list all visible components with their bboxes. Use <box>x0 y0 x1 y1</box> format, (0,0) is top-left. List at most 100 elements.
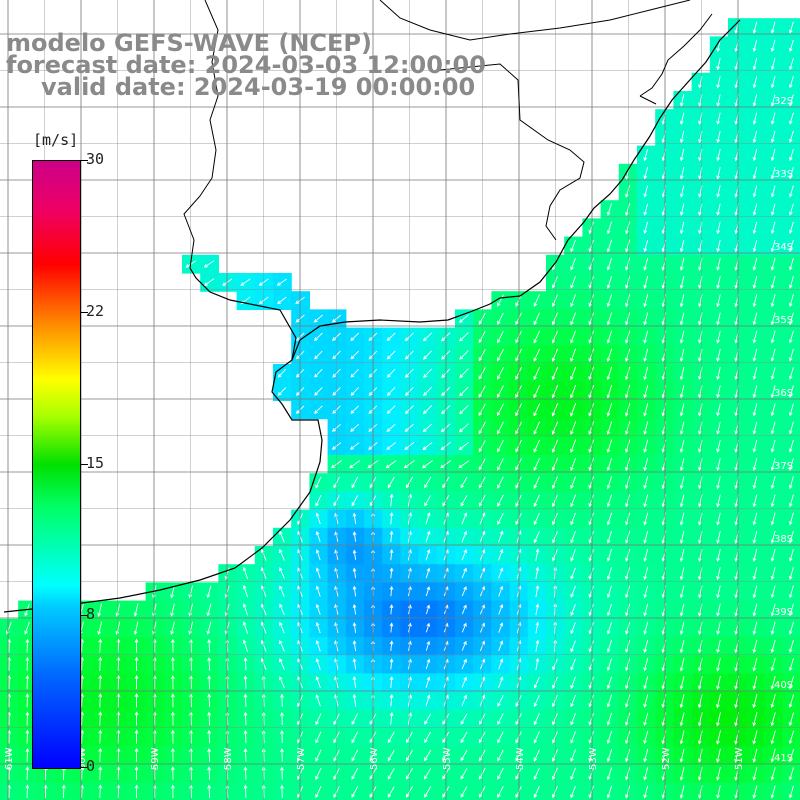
wind-arrow <box>424 713 432 725</box>
wind-arrow <box>497 731 504 744</box>
wind-arrow <box>97 621 103 636</box>
wind-arrow <box>606 294 613 308</box>
wind-arrow <box>207 711 212 726</box>
wind-arrow <box>770 549 776 562</box>
wind-arrow <box>389 676 394 688</box>
wind-arrow <box>459 404 469 415</box>
wind-arrow <box>716 512 721 526</box>
wind-arrow <box>752 621 758 635</box>
wind-arrow <box>716 457 721 472</box>
wind-arrow <box>170 784 175 799</box>
wind-arrow <box>625 203 631 217</box>
wind-arrow <box>459 368 469 379</box>
river-plate-inner-shore <box>189 267 297 361</box>
wind-arrow <box>606 530 612 544</box>
wind-arrow <box>498 604 504 615</box>
wind-arrow <box>496 403 504 417</box>
wind-arrow <box>533 785 540 799</box>
wind-arrow <box>459 386 469 397</box>
wind-arrow <box>679 476 685 490</box>
wind-arrow <box>422 441 433 451</box>
wind-arrow <box>461 604 467 615</box>
wind-arrow <box>679 167 685 180</box>
wind-arrow <box>570 767 576 781</box>
wind-arrow <box>752 639 758 654</box>
wind-arrow <box>770 785 776 799</box>
wind-arrow <box>422 423 433 433</box>
wind-arrow <box>716 148 721 162</box>
wind-arrow <box>497 695 504 707</box>
wind-arrow <box>334 621 339 634</box>
wind-arrow <box>351 749 359 762</box>
wind-arrow <box>606 494 613 508</box>
wind-arrow <box>351 495 358 507</box>
wind-arrow <box>588 221 594 235</box>
wind-arrow <box>387 767 395 780</box>
wind-arrow <box>498 658 504 670</box>
wind-arrow <box>606 439 613 453</box>
wind-arrow <box>716 766 721 781</box>
wind-arrow <box>716 530 721 544</box>
wind-arrow <box>425 676 431 688</box>
wind-arrow <box>625 749 631 763</box>
wind-arrow <box>788 330 794 344</box>
wind-arrow <box>752 221 758 235</box>
wind-arrow <box>386 332 396 342</box>
wind-arrow <box>332 332 341 342</box>
wind-arrow <box>606 694 613 708</box>
wind-arrow <box>533 330 541 344</box>
wind-arrow <box>625 621 631 635</box>
wind-arrow <box>770 330 776 344</box>
latitude-label: 35S <box>774 315 793 326</box>
wind-arrow <box>331 314 342 323</box>
wind-arrow <box>387 476 395 489</box>
wind-arrow <box>280 693 284 707</box>
wind-arrow <box>752 494 758 508</box>
wind-arrow <box>788 494 794 508</box>
wind-arrow <box>643 403 649 417</box>
wind-arrow <box>588 622 594 635</box>
longitude-label: 51W <box>734 747 745 770</box>
wind-arrow <box>788 767 794 781</box>
wind-arrow <box>352 693 357 707</box>
longitude-label: 59W <box>150 747 161 770</box>
wind-arrow <box>314 405 323 414</box>
wind-arrow <box>352 567 357 579</box>
wind-arrow <box>625 221 631 235</box>
wind-arrow <box>551 403 559 417</box>
wind-arrow <box>351 731 359 744</box>
wind-arrow <box>570 749 576 762</box>
wind-arrow <box>624 730 631 745</box>
wind-arrow <box>533 731 540 744</box>
wind-arrow <box>461 694 468 707</box>
wind-arrow <box>351 786 359 798</box>
wind-arrow <box>606 585 612 599</box>
wind-arrow <box>242 584 249 598</box>
wind-arrow <box>98 711 103 726</box>
wind-arrow <box>280 784 284 798</box>
wind-arrow <box>679 603 685 617</box>
wind-arrow <box>460 786 468 798</box>
wind-arrow <box>425 658 431 670</box>
wind-arrow <box>770 148 776 162</box>
wind-arrow <box>570 421 577 435</box>
wind-arrow <box>461 567 467 579</box>
wind-arrow <box>606 676 613 690</box>
wind-arrow <box>459 332 469 342</box>
wind-arrow <box>460 494 468 507</box>
wind-arrow <box>422 405 433 415</box>
wind-arrow <box>752 276 758 289</box>
wind-arrow <box>98 656 103 671</box>
wind-arrow <box>551 330 559 344</box>
wind-arrow <box>498 585 504 597</box>
wind-arrow <box>643 294 649 308</box>
wind-arrow <box>716 476 721 490</box>
wind-arrow <box>333 749 340 762</box>
wind-arrow <box>788 421 794 435</box>
wind-arrow <box>189 638 193 653</box>
wind-arrow <box>570 366 577 381</box>
wind-arrow <box>133 621 139 635</box>
wind-arrow <box>643 330 649 344</box>
wind-arrow <box>679 239 685 253</box>
wind-arrow <box>679 457 685 471</box>
